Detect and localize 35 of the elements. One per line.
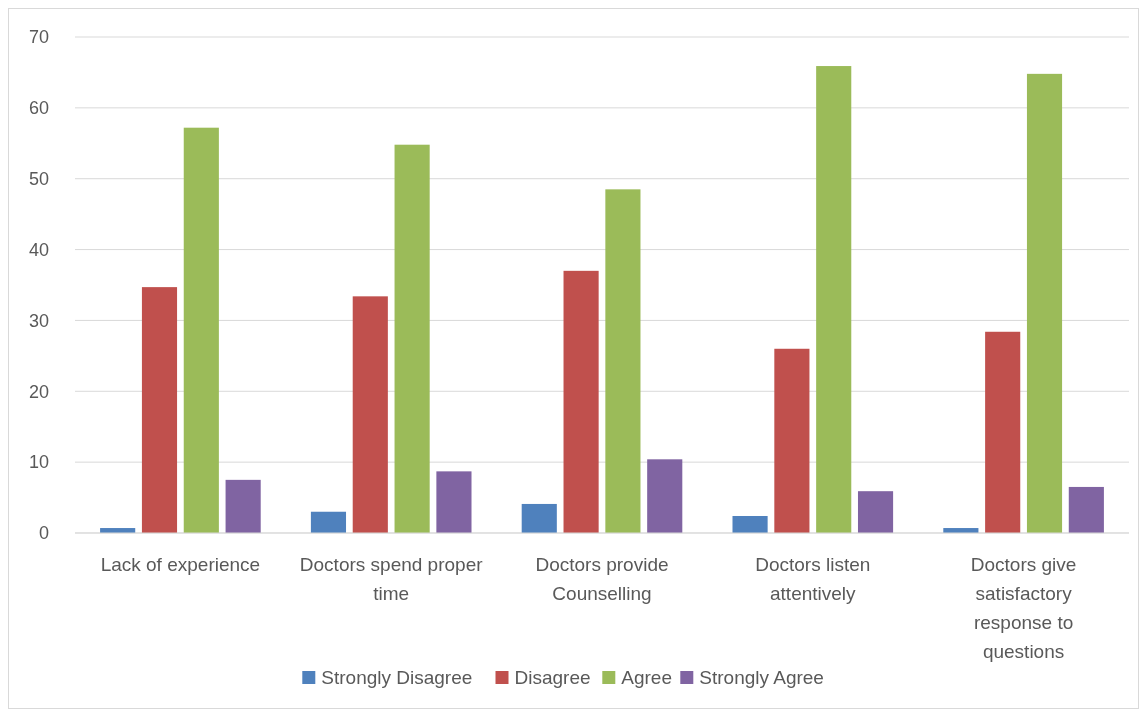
bar <box>563 270 599 533</box>
x-tick-label: Doctors give satisfactory response to questions <box>970 554 1077 662</box>
bar <box>141 287 178 533</box>
bar <box>394 144 430 533</box>
x-tick-label: Doctors listen attentively <box>755 554 871 604</box>
y-tick-label: 60 <box>28 98 49 119</box>
bar <box>436 471 472 533</box>
legend-label: Strongly Disagree <box>321 666 473 688</box>
bar <box>857 491 894 533</box>
x-tick-label: Lack of experience <box>100 554 261 575</box>
bar <box>647 459 683 533</box>
bar <box>183 127 219 533</box>
y-tick-label: 70 <box>28 27 49 48</box>
legend-label: Disagree <box>514 666 591 688</box>
bar <box>310 511 347 533</box>
y-tick-label: 50 <box>28 169 49 190</box>
y-tick-label: 20 <box>28 381 49 402</box>
bar <box>816 66 852 533</box>
x-tick-label: Doctors spend proper time <box>299 554 484 604</box>
x-tick-label: Doctors provide Counselling <box>535 554 669 604</box>
y-tick-label: 0 <box>38 523 49 544</box>
bar <box>1068 486 1104 533</box>
y-tick-label: 10 <box>28 452 49 473</box>
legend-label: Strongly Agree <box>699 666 824 688</box>
y-tick-label: 30 <box>28 310 49 331</box>
bar <box>985 331 1021 533</box>
bar <box>774 348 810 533</box>
y-tick-label: 40 <box>28 239 49 260</box>
bar <box>1026 73 1063 533</box>
bar <box>352 296 388 533</box>
bar <box>521 503 557 533</box>
legend-label: Agree <box>621 666 672 688</box>
bar <box>605 189 641 533</box>
bar <box>732 515 768 533</box>
bar <box>225 479 261 533</box>
